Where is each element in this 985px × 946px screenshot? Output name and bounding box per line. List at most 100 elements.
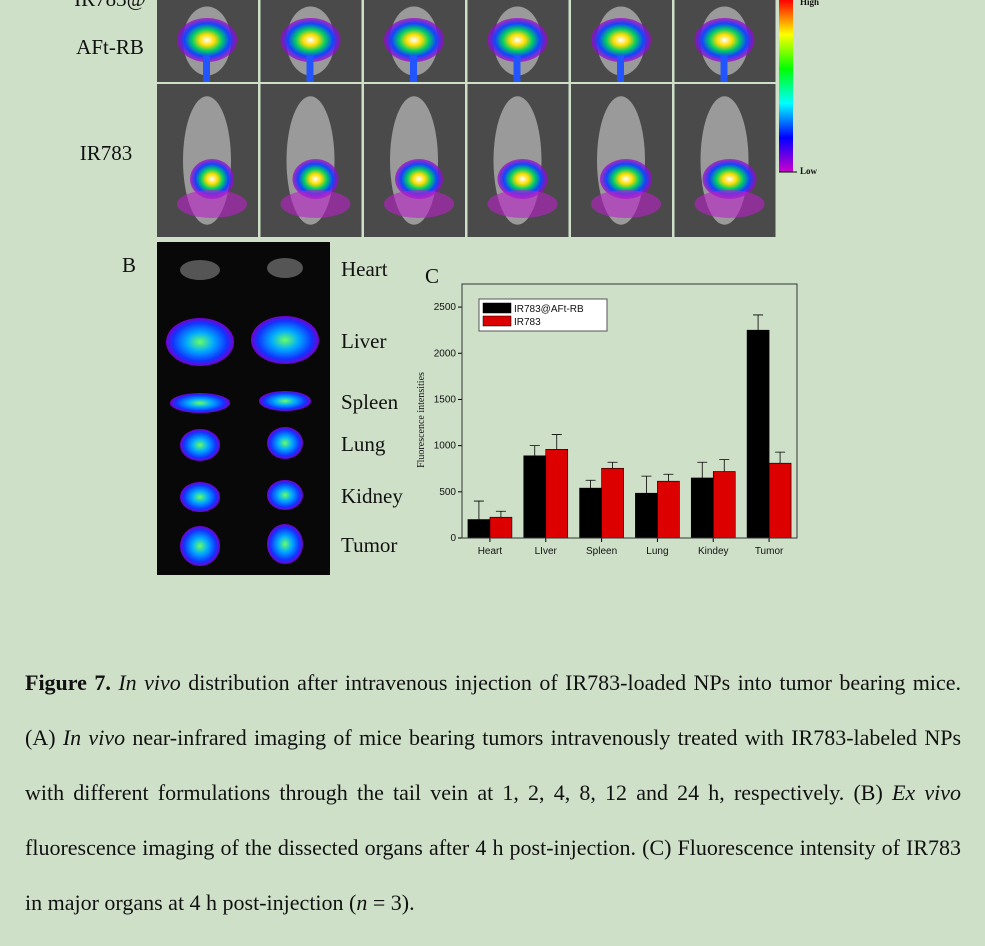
bar	[690, 477, 714, 539]
signal	[384, 190, 454, 218]
organ-blobs: Heart Liver Spleen Lung Kidney Tumor	[166, 257, 403, 566]
caption-text: = 3).	[367, 890, 415, 915]
error-bar	[495, 510, 506, 518]
y-tick-label: 0	[450, 533, 456, 544]
legend-label: IR783@AFt-RB	[514, 304, 584, 315]
organ	[251, 316, 319, 364]
signal	[306, 55, 314, 82]
organ	[170, 393, 230, 413]
organ-label: Heart	[341, 257, 388, 281]
bar	[523, 455, 547, 539]
caption-italic: In vivo	[62, 725, 126, 750]
row-label: AFt-RB	[76, 35, 144, 59]
organ	[267, 427, 303, 459]
caption-italic: n	[356, 890, 368, 915]
figure: IR783@ AFt-RB IR783 High Low B Heart Live…	[74, 0, 819, 575]
signal	[497, 159, 548, 199]
row-label: IR783@	[74, 0, 146, 11]
signal	[292, 159, 339, 199]
x-tick-label: Lung	[646, 546, 668, 557]
bar	[601, 467, 624, 539]
y-tick-label: 2000	[434, 348, 457, 359]
error-bar	[719, 459, 730, 472]
organ	[166, 318, 234, 366]
plot-frame	[461, 283, 798, 539]
signal	[694, 190, 765, 218]
y-tick-label: 1500	[434, 394, 457, 405]
signal	[694, 18, 755, 62]
signal	[591, 18, 651, 62]
signal	[617, 55, 624, 82]
signal	[280, 190, 351, 218]
error-bar	[775, 451, 786, 464]
colorbar	[779, 0, 793, 172]
y-tick-label: 500	[439, 487, 456, 498]
signal	[280, 18, 341, 62]
y-tick-label: 2500	[434, 302, 457, 313]
signal	[203, 55, 210, 82]
error-bar	[753, 314, 764, 331]
bar	[467, 519, 491, 539]
caption-text: near-infrared imaging of mice bearing tu…	[25, 725, 961, 805]
signal	[395, 159, 443, 199]
chart: C Fluorescence intensities 0 500 1000 1500 200…	[416, 264, 798, 557]
bar	[768, 462, 792, 539]
bar	[746, 329, 770, 539]
organ-label: Kidney	[341, 484, 403, 508]
caption-text: fluorescence imaging of the dissected or…	[25, 835, 961, 915]
x-tick-label: Heart	[478, 546, 503, 557]
bar	[489, 516, 513, 539]
panel-label: B	[122, 253, 136, 277]
organ-label: Lung	[341, 432, 386, 456]
organ	[267, 524, 303, 564]
signal	[702, 159, 757, 199]
organ	[267, 480, 303, 510]
row-label: IR783	[80, 141, 133, 165]
legend-swatch	[482, 302, 512, 314]
bar	[657, 480, 680, 539]
error-bar	[663, 473, 674, 482]
x-tick-label: Kindey	[698, 546, 729, 557]
caption: Figure 7. In vivo distribution after int…	[25, 655, 961, 930]
bar	[712, 471, 736, 539]
error-bar	[607, 461, 618, 469]
organ	[180, 526, 220, 566]
caption-label: Figure 7.	[25, 670, 111, 695]
caption-text: distribution after intravenous injection…	[25, 670, 962, 750]
legend-label: IR783	[514, 317, 541, 328]
organ	[267, 258, 303, 278]
error-bar	[529, 445, 540, 456]
panel-label: C	[425, 264, 439, 288]
signal	[720, 55, 728, 82]
organ-label: Spleen	[341, 390, 399, 414]
panel-a-images	[157, 0, 776, 237]
legend-swatch	[482, 315, 512, 327]
error-bar	[473, 500, 484, 520]
colorbar-low: Low	[800, 166, 818, 176]
signal	[177, 18, 237, 62]
y-tick-label: 1000	[434, 441, 457, 452]
bar	[579, 487, 602, 539]
organ-label: Tumor	[341, 533, 397, 557]
x-tick-label: Spleen	[586, 546, 617, 557]
x-tick-label: Tumor	[755, 546, 784, 557]
caption-italic: In vivo	[118, 670, 181, 695]
organ	[180, 429, 220, 461]
signal	[384, 18, 444, 62]
organ	[259, 391, 311, 411]
caption-italic: Ex vivo	[891, 780, 961, 805]
error-bar	[641, 475, 652, 494]
bar	[635, 492, 658, 539]
bar	[545, 449, 569, 539]
organ	[180, 482, 220, 512]
signal	[410, 55, 417, 82]
colorbar-high: High	[800, 0, 819, 7]
signal	[177, 190, 247, 218]
signal	[487, 18, 548, 62]
signal	[513, 55, 521, 82]
y-axis-label: Fluorescence intensities	[416, 372, 427, 468]
organ-label: Liver	[341, 329, 386, 353]
organ	[180, 260, 220, 280]
signal	[487, 190, 558, 218]
